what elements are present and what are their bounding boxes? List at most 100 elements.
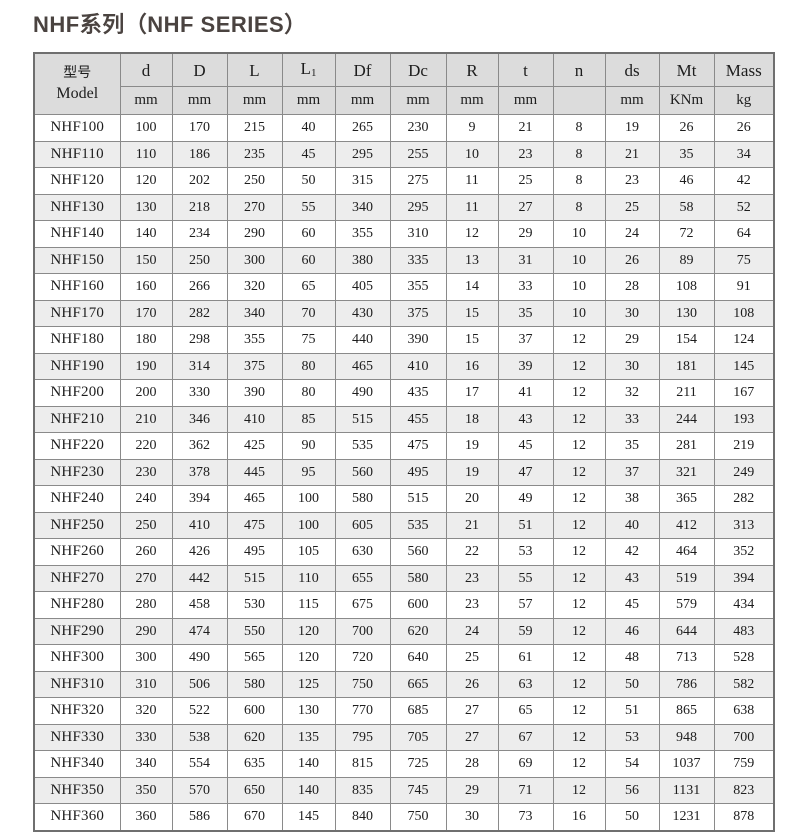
header-unit-mt: KNm [658,86,715,115]
cell-n: 12 [552,617,606,645]
header-symbol-r: R [445,52,499,87]
cell-ds: 43 [604,564,660,592]
cell-l1: 105 [281,538,336,566]
cell-n: 8 [552,114,606,142]
cell-d: 202 [171,167,228,195]
cell-t: 61 [497,644,554,672]
cell-d: 110 [119,140,173,168]
cell-ds: 28 [604,273,660,301]
cell-l: 270 [226,193,283,221]
header-unit-ds: mm [604,86,660,115]
cell-df: 630 [334,538,391,566]
cell-l: 235 [226,140,283,168]
cell-r: 16 [445,352,499,380]
cell-n: 12 [552,485,606,513]
cell-d: 282 [171,299,228,327]
cell-model: NHF140 [33,220,121,248]
cell-dc: 620 [389,617,447,645]
cell-d: 218 [171,193,228,221]
cell-t: 47 [497,458,554,486]
table-row: NHF180 180 298 355 75 440 390 15 37 12 29 154 124 [33,326,775,354]
cell-model: NHF280 [33,591,121,619]
cell-dc: 375 [389,299,447,327]
cell-mass: 64 [713,220,775,248]
cell-dc: 435 [389,379,447,407]
cell-l1: 55 [281,193,336,221]
cell-mt: 713 [658,644,715,672]
cell-dc: 515 [389,485,447,513]
cell-model: NHF190 [33,352,121,380]
cell-r: 11 [445,193,499,221]
cell-n: 12 [552,723,606,751]
cell-n: 12 [552,644,606,672]
cell-d: 220 [119,432,173,460]
table-row: NHF340 340 554 635 140 815 725 28 69 12 54 1037 759 [33,750,775,778]
cell-mass: 638 [713,697,775,725]
cell-t: 29 [497,220,554,248]
cell-ds: 56 [604,776,660,804]
cell-d: 186 [171,140,228,168]
cell-l: 300 [226,246,283,274]
cell-df: 535 [334,432,391,460]
cell-model: NHF340 [33,750,121,778]
cell-mass: 124 [713,326,775,354]
table-row: NHF190 190 314 375 80 465 410 16 39 12 30 181 145 [33,352,775,380]
cell-d: 170 [171,114,228,142]
table-row: NHF260 260 426 495 105 630 560 22 53 12 42 464 352 [33,538,775,566]
cell-df: 515 [334,405,391,433]
cell-df: 380 [334,246,391,274]
cell-mt: 181 [658,352,715,380]
cell-r: 17 [445,379,499,407]
cell-df: 815 [334,750,391,778]
header-symbol-l: L [226,52,283,87]
cell-model: NHF240 [33,485,121,513]
table-row: NHF150 150 250 300 60 380 335 13 31 10 26 89 75 [33,246,775,274]
cell-r: 9 [445,114,499,142]
table-row: NHF100 100 170 215 40 265 230 9 21 8 19 26 26 [33,114,775,142]
cell-mass: 42 [713,167,775,195]
cell-d: 554 [171,750,228,778]
cell-mass: 75 [713,246,775,274]
cell-l: 565 [226,644,283,672]
cell-t: 31 [497,246,554,274]
cell-mt: 519 [658,564,715,592]
cell-n: 12 [552,776,606,804]
cell-mt: 108 [658,273,715,301]
cell-l: 475 [226,511,283,539]
cell-l: 445 [226,458,283,486]
header-unit-dc: mm [389,86,447,115]
cell-t: 33 [497,273,554,301]
cell-l1: 80 [281,379,336,407]
cell-df: 675 [334,591,391,619]
header-symbol-mt: Mt [658,52,715,87]
cell-n: 12 [552,432,606,460]
cell-l: 250 [226,167,283,195]
cell-dc: 705 [389,723,447,751]
cell-model: NHF200 [33,379,121,407]
cell-ds: 30 [604,352,660,380]
cell-r: 29 [445,776,499,804]
cell-r: 18 [445,405,499,433]
cell-dc: 390 [389,326,447,354]
cell-d: 250 [171,246,228,274]
cell-mass: 313 [713,511,775,539]
cell-t: 51 [497,511,554,539]
header-unit-t: mm [497,86,554,115]
cell-l: 600 [226,697,283,725]
cell-t: 37 [497,326,554,354]
cell-df: 440 [334,326,391,354]
cell-l: 465 [226,485,283,513]
cell-mass: 91 [713,273,775,301]
cell-d: 330 [171,379,228,407]
cell-r: 27 [445,723,499,751]
cell-r: 24 [445,617,499,645]
cell-d: 250 [119,511,173,539]
cell-df: 295 [334,140,391,168]
cell-dc: 725 [389,750,447,778]
cell-mass: 145 [713,352,775,380]
cell-l: 635 [226,750,283,778]
cell-ds: 48 [604,644,660,672]
table-row: NHF140 140 234 290 60 355 310 12 29 10 24 72 64 [33,220,775,248]
cell-mt: 244 [658,405,715,433]
